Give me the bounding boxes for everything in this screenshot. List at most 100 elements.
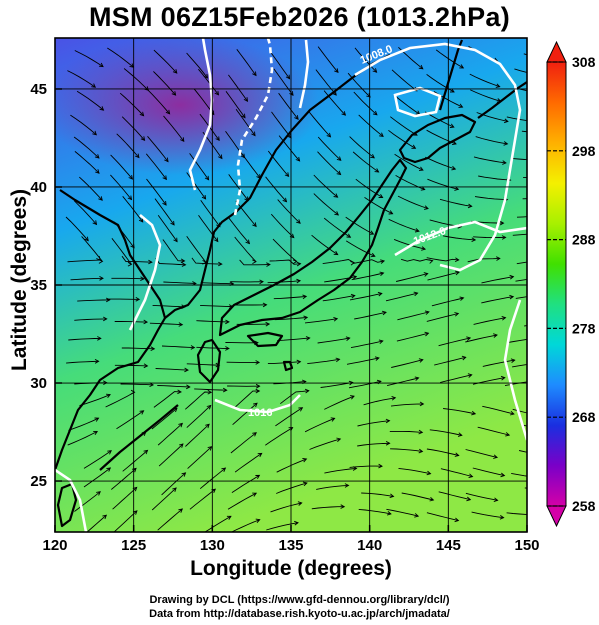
streamline-arrowhead — [302, 481, 308, 487]
streamline — [352, 151, 379, 173]
streamline — [431, 297, 464, 307]
streamline — [357, 442, 390, 447]
streamline — [231, 475, 260, 493]
streamline-arrowhead — [127, 261, 133, 267]
streamline — [187, 446, 212, 469]
streamline-arrowhead — [379, 271, 385, 277]
streamline-arrowhead — [218, 154, 223, 160]
streamline — [116, 133, 140, 158]
streamline — [273, 295, 307, 300]
streamline-arrowhead — [222, 387, 228, 393]
streamline — [186, 52, 208, 79]
streamline — [66, 360, 99, 364]
coastline-okinawa-islets — [282, 360, 294, 372]
streamline-arrowhead — [170, 220, 175, 226]
streamline-arrowhead — [294, 520, 299, 526]
streamline-arrowhead — [427, 541, 431, 545]
streamline-arrowhead — [296, 261, 302, 267]
streamline — [434, 356, 466, 366]
streamline — [515, 296, 527, 299]
streamline — [73, 136, 100, 159]
streamline — [157, 508, 183, 531]
streamline-arrowhead — [139, 111, 145, 117]
streamline — [465, 492, 498, 501]
streamline — [68, 417, 99, 431]
streamline — [278, 92, 299, 120]
streamline-arrowhead — [135, 297, 141, 302]
streamline — [119, 92, 144, 117]
streamline-arrowhead — [181, 262, 187, 267]
streamline-arrowhead — [138, 217, 144, 223]
streamline-arrowhead — [251, 131, 256, 137]
colorbar-label-278: 278 — [572, 320, 596, 336]
streamline — [163, 281, 196, 284]
streamline — [350, 340, 383, 349]
streamline-arrowhead — [377, 291, 383, 297]
streamline-arrowhead — [255, 388, 261, 394]
streamline — [186, 236, 207, 263]
streamline-arrowhead — [541, 361, 545, 365]
isobar-1016-far-south — [55, 468, 88, 532]
streamline — [204, 515, 232, 532]
streamline — [516, 261, 527, 265]
streamline-arrowhead — [379, 132, 384, 137]
streamline — [147, 89, 170, 115]
streamline — [469, 73, 500, 88]
streamline — [348, 380, 381, 389]
streamline-arrowhead — [162, 200, 167, 206]
streamline — [323, 217, 351, 238]
streamline-arrowhead — [132, 510, 138, 515]
streamline-arrowhead — [348, 380, 354, 386]
streamline-arrowhead — [372, 68, 378, 73]
streamline — [267, 150, 289, 177]
streamline-arrowhead — [190, 345, 196, 350]
streamline-arrowhead — [454, 270, 460, 276]
streamline-arrowhead — [419, 401, 425, 407]
streamline-arrowhead — [178, 422, 183, 428]
streamline-arrowhead — [99, 276, 104, 281]
streamline-arrowhead — [449, 88, 455, 93]
streamline — [74, 318, 107, 321]
streamline-arrowhead — [305, 336, 311, 341]
streamline-arrowhead — [204, 175, 210, 181]
streamline-arrowhead — [493, 497, 499, 503]
streamline-arrowhead — [418, 166, 424, 171]
streamline-arrowhead — [84, 236, 89, 242]
isobar-1012-mid — [233, 38, 274, 216]
streamline-arrowhead — [143, 449, 149, 455]
streamline — [239, 259, 270, 266]
streamline-arrowhead — [340, 504, 346, 509]
streamline-arrowhead — [509, 274, 515, 280]
streamline-arrowhead — [94, 154, 100, 159]
streamline-arrowhead — [143, 363, 149, 369]
streamline — [386, 508, 419, 517]
streamline-arrowhead — [495, 83, 501, 88]
streamline-arrowhead — [333, 316, 339, 322]
streamline — [277, 337, 310, 341]
streamline — [186, 172, 206, 200]
streamline-arrowhead — [172, 487, 177, 492]
streamline — [67, 70, 96, 88]
streamline-arrowhead — [148, 259, 153, 265]
streamline — [317, 136, 342, 161]
streamline-arrowhead — [541, 231, 545, 235]
streamline-arrowhead — [241, 113, 246, 119]
streamline-arrowhead — [352, 274, 358, 280]
streamline-arrowhead — [466, 496, 472, 502]
streamline — [146, 178, 167, 206]
streamline — [345, 216, 374, 235]
colorbar-label-288: 288 — [572, 232, 596, 248]
streamline-arrowhead — [541, 158, 545, 162]
streamline — [394, 153, 424, 171]
streamline — [267, 280, 301, 284]
colorbar-body — [546, 61, 567, 507]
streamline-arrowhead — [372, 110, 378, 116]
streamline — [145, 153, 167, 180]
streamline — [111, 238, 132, 265]
streamline-arrowhead — [421, 246, 427, 251]
colorbar-ticks: 258 268 278 288 298 308 — [547, 54, 596, 514]
streamline-arrowhead — [294, 115, 299, 120]
streamline — [74, 50, 104, 67]
streamline — [273, 68, 294, 96]
streamline — [157, 423, 183, 446]
